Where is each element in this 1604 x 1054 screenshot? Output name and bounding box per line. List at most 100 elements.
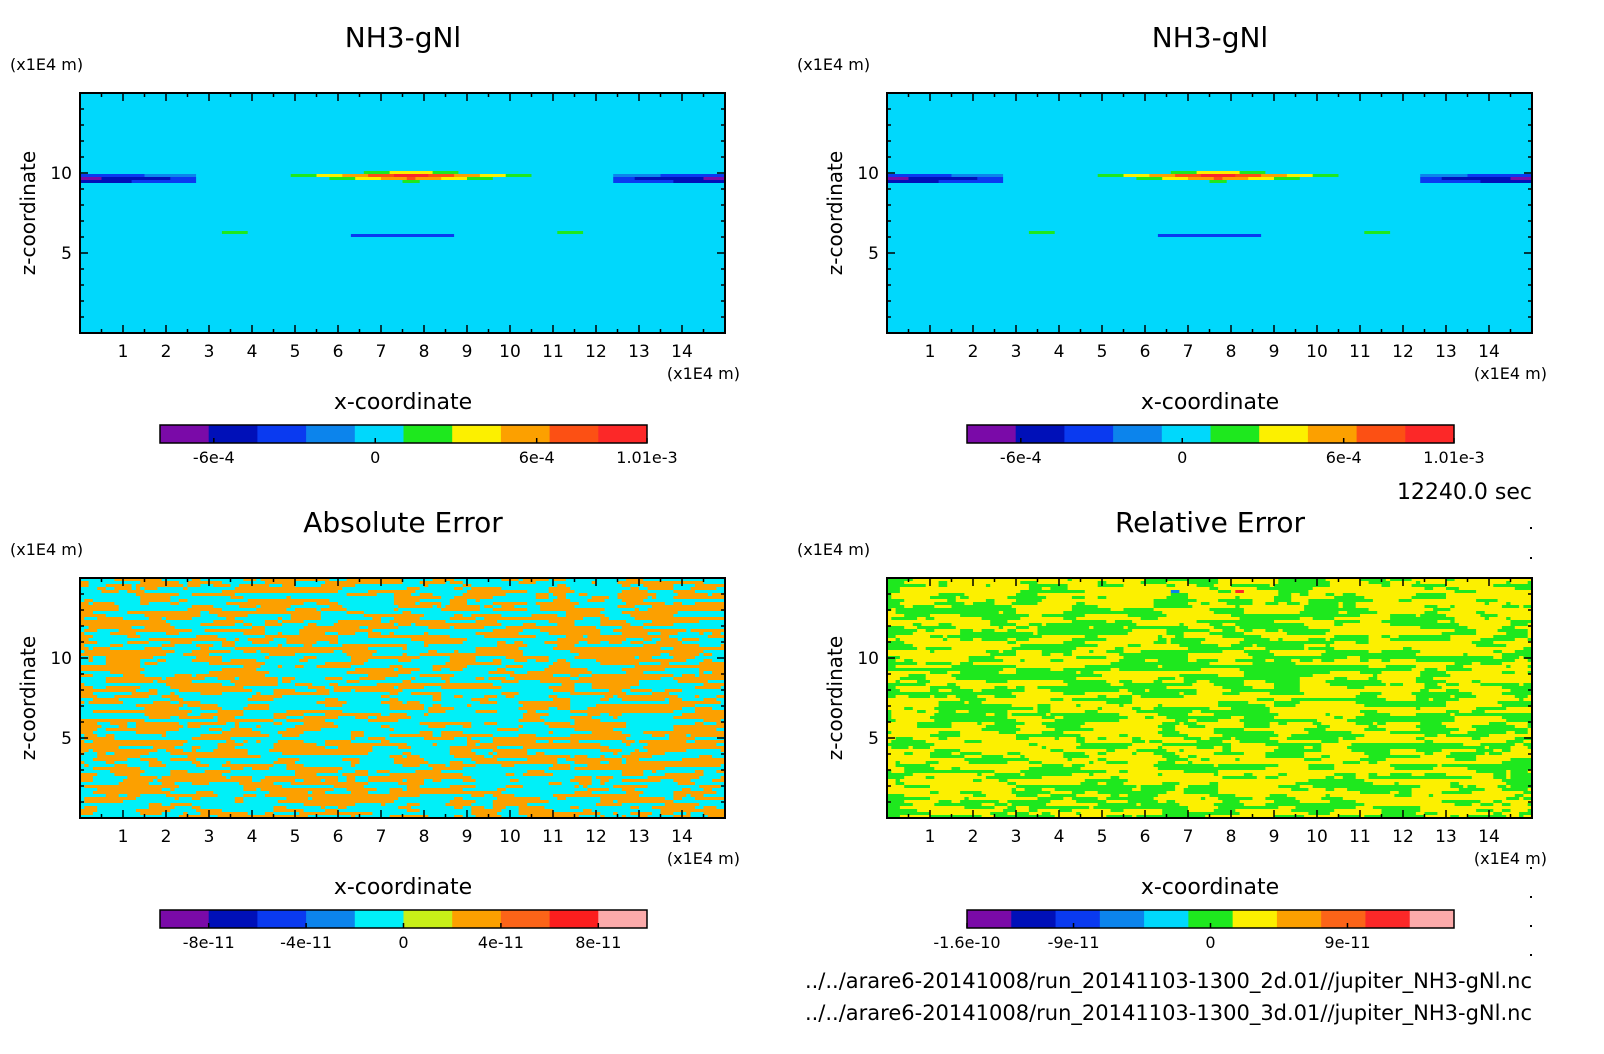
heatmap-cell: [226, 740, 236, 744]
heatmap-cell: [157, 662, 210, 666]
heatmap-cell: [1265, 767, 1309, 771]
heatmap-cell: [1420, 707, 1477, 711]
heatmap-cell: [178, 785, 244, 789]
heatmap-cell: [1286, 722, 1314, 726]
heatmap-cell: [1192, 605, 1236, 609]
heatmap-cell: [1213, 626, 1236, 630]
heatmap-cell: [1501, 779, 1532, 783]
heatmap-cell: [1054, 728, 1094, 732]
heatmap-cell: [1265, 776, 1279, 780]
heatmap-cell: [1196, 755, 1266, 759]
heatmap-cell: [960, 734, 1017, 738]
heatmap-cell: [80, 201, 725, 205]
heatmap-cell: [303, 626, 361, 630]
heatmap-cell: [497, 752, 528, 756]
heatmap-cell: [295, 683, 313, 687]
heatmap-cell: [574, 656, 636, 660]
heatmap-cell: [338, 635, 369, 639]
heatmap-cell: [1450, 635, 1494, 639]
heatmap-cell: [1239, 800, 1275, 804]
heatmap-cell: [895, 764, 931, 768]
heatmap-cell: [286, 638, 339, 642]
heatmap-cell: [1304, 623, 1335, 627]
heatmap-cell: [80, 611, 94, 615]
heatmap-cell: [234, 647, 369, 651]
heatmap-cell: [1007, 782, 1017, 786]
heatmap-cell: [1097, 791, 1168, 795]
heatmap-cell: [264, 812, 275, 816]
heatmap-cell: [1501, 656, 1520, 660]
heatmap-cell: [1063, 692, 1086, 696]
heatmap-cell: [1265, 755, 1305, 759]
heatmap-cell: [329, 692, 391, 696]
heatmap-cell: [471, 722, 485, 726]
heatmap-cell: [1093, 761, 1107, 765]
heatmap-cell: [998, 779, 1008, 783]
heatmap-cell: [1364, 686, 1426, 690]
heatmap-cell: [1446, 689, 1460, 693]
heatmap-cell: [80, 725, 103, 729]
heatmap-cell: [1476, 629, 1499, 633]
heatmap-cell: [462, 806, 472, 810]
heatmap-cell: [209, 782, 240, 786]
heatmap-cell: [200, 692, 223, 696]
heatmap-cell: [342, 677, 361, 681]
heatmap-cell: [123, 779, 154, 783]
heatmap-cell: [467, 590, 528, 594]
heatmap-cell: [1321, 755, 1331, 759]
heatmap-cell: [497, 797, 541, 801]
heatmap-cell: [1097, 782, 1107, 786]
heatmap-cell: [1501, 788, 1529, 792]
heatmap-cell: [1243, 773, 1254, 777]
heatmap-cell: [1299, 617, 1314, 621]
heatmap-cell: [471, 809, 502, 813]
heatmap-cell: [290, 782, 369, 786]
heatmap-cell: [1342, 602, 1357, 606]
heatmap-cell: [320, 608, 348, 612]
heatmap-cell: [1291, 593, 1301, 597]
heatmap-cell: [1243, 728, 1305, 732]
heatmap-cell: [548, 587, 571, 591]
heatmap-cell: [84, 683, 167, 687]
heatmap-cell: [887, 192, 1532, 196]
heatmap-cell: [887, 695, 897, 699]
heatmap-cell: [699, 776, 722, 780]
heatmap-cell: [80, 192, 725, 196]
heatmap-cell: [938, 623, 953, 627]
heatmap-cell: [359, 626, 369, 630]
heatmap-cell: [626, 737, 670, 741]
heatmap-cell: [1347, 788, 1413, 792]
heatmap-cell: [596, 704, 696, 708]
heatmap-cell: [1020, 755, 1026, 759]
heatmap-cell: [912, 746, 931, 750]
heatmap-cell: [252, 695, 283, 699]
heatmap-cell: [1175, 728, 1215, 732]
x-tick-label: 9: [1269, 827, 1280, 847]
heatmap-cell: [887, 683, 927, 687]
heatmap-cell: [1304, 815, 1340, 818]
heatmap-cell: [557, 758, 567, 762]
heatmap-cell: [887, 746, 892, 750]
heatmap-cell: [1458, 689, 1512, 693]
heatmap-cell: [256, 650, 262, 654]
heatmap-cell: [1424, 668, 1438, 672]
heatmap-cell: [951, 174, 1004, 178]
heatmap-cell: [135, 797, 176, 801]
heatmap-cell: [621, 632, 649, 636]
heatmap-cell: [80, 806, 85, 810]
heatmap-cell: [368, 632, 382, 636]
panel-title: Absolute Error: [303, 506, 503, 539]
heatmap-cell: [1102, 674, 1180, 678]
heatmap-cell: [518, 647, 554, 651]
heatmap-cell: [80, 102, 725, 106]
heatmap-cell: [887, 114, 1532, 118]
heatmap-cell: [1334, 659, 1361, 663]
heatmap-cell: [415, 590, 468, 594]
heatmap-cell: [608, 617, 636, 621]
y-axis-label: z-coordinate: [823, 636, 847, 760]
heatmap-cell: [510, 674, 554, 678]
heatmap-cell: [144, 674, 176, 678]
heatmap-cell: [230, 650, 244, 654]
heatmap-cell: [626, 743, 631, 747]
heatmap-cell: [191, 605, 214, 609]
